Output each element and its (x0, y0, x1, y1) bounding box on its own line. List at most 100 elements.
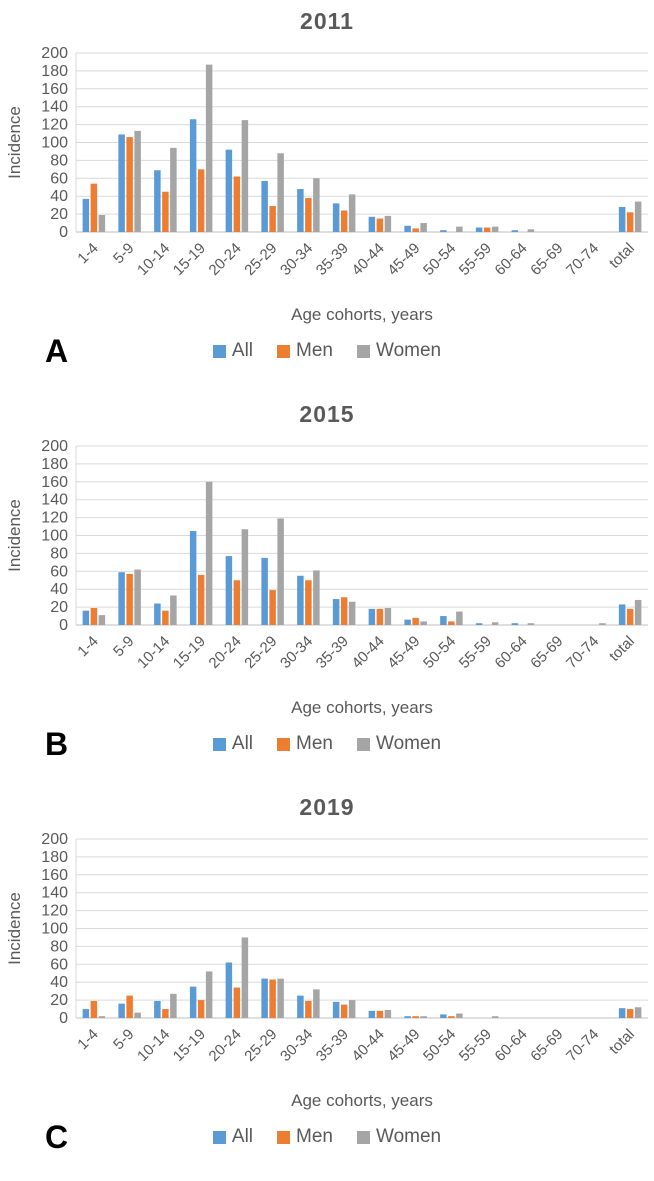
bar-all-total (618, 206, 626, 232)
legend-label-all: All (231, 1126, 254, 1147)
bar-all-total (618, 1008, 626, 1018)
bar-all-10-14 (154, 1001, 161, 1018)
bar-all-1-4 (82, 1009, 90, 1018)
x-tick-label: 10-14 (134, 633, 173, 672)
bar-women-55-59 (491, 622, 499, 625)
legend-2015: All Men Women (0, 726, 654, 755)
y-tick-label: 20 (50, 992, 68, 1009)
bar-all-25-29 (261, 978, 268, 1018)
bar-all-40-44 (368, 1010, 376, 1018)
bar-women-10-14 (170, 993, 177, 1018)
bar-men-5-9 (126, 995, 133, 1019)
bar-all-total (618, 604, 626, 625)
bar-men-20-24 (233, 580, 241, 625)
bar-men-15-19 (197, 574, 205, 625)
bar-women-1-4 (98, 215, 106, 232)
bar-women-total (634, 599, 642, 625)
bar-men-1-4 (90, 608, 98, 625)
x-tick-label: 70-74 (563, 1026, 602, 1065)
bar-women-20-24 (241, 120, 249, 233)
y-tick-label: 180 (41, 63, 68, 80)
y-tick-label: 80 (50, 152, 68, 169)
x-tick-label: total (606, 1026, 638, 1058)
bar-women-40-44 (384, 215, 392, 232)
y-tick-label: 100 (41, 921, 68, 938)
x-tick-label: total (606, 240, 638, 272)
bar-men-25-29 (269, 206, 276, 232)
x-tick-label: 45-49 (384, 240, 423, 279)
x-tick-label: 5-9 (110, 240, 137, 267)
legend-item-all: All (212, 733, 253, 755)
legend-item-women: Women (356, 733, 441, 755)
y-tick-label: 100 (41, 135, 68, 152)
bar-all-5-9 (118, 572, 125, 625)
y-tick-label: 40 (50, 974, 68, 991)
bar-women-45-49 (420, 223, 427, 232)
legend-swatch-men-icon (277, 737, 291, 751)
bar-all-40-44 (368, 608, 376, 625)
bar-men-total (626, 212, 634, 232)
y-tick-label: 0 (59, 1010, 68, 1027)
y-tick-label: 80 (50, 938, 68, 955)
bar-all-1-4 (82, 198, 90, 232)
y-tick-label: 120 (41, 510, 68, 527)
bar-women-20-24 (241, 529, 249, 625)
bar-men-30-34 (305, 197, 312, 232)
y-axis-title: Incidence (5, 106, 24, 179)
bar-women-60-64 (527, 229, 535, 232)
bar-women-30-34 (313, 989, 320, 1018)
x-tick-label: 70-74 (563, 633, 602, 672)
x-tick-label: 60-64 (492, 1026, 531, 1065)
legend-swatch-men-icon (277, 344, 291, 358)
bar-women-5-9 (134, 569, 141, 625)
x-tick-label: 45-49 (384, 1026, 423, 1065)
bar-men-30-34 (305, 1001, 312, 1018)
y-tick-label: 200 (41, 438, 68, 455)
x-axis-title: Age cohorts, years (291, 698, 433, 717)
x-tick-label: 30-34 (277, 240, 316, 279)
x-tick-label: 5-9 (110, 1026, 137, 1053)
x-tick-label: 50-54 (420, 1026, 459, 1065)
x-tick-label: 30-34 (277, 1026, 316, 1065)
legend-swatch-men-icon (277, 1130, 291, 1144)
x-tick-label: total (606, 633, 638, 665)
bar-men-40-44 (376, 1010, 384, 1018)
legend-item-women: Women (356, 1126, 441, 1148)
y-tick-label: 160 (41, 867, 68, 884)
x-tick-label: 35-39 (313, 240, 352, 279)
bar-men-25-29 (269, 979, 276, 1018)
x-tick-label: 55-59 (456, 633, 495, 672)
legend-swatch-women-icon (356, 1130, 370, 1144)
bar-women-25-29 (277, 518, 284, 625)
x-axis-title: Age cohorts, years (291, 1091, 433, 1110)
legend-swatch-women-icon (356, 344, 370, 358)
bar-women-70-74 (599, 623, 606, 625)
bar-men-35-39 (340, 210, 348, 232)
y-axis-title: Incidence (5, 892, 24, 965)
bar-women-15-19 (205, 481, 213, 625)
x-tick-label: 50-54 (420, 240, 459, 279)
legend-label-men: Men (296, 1126, 333, 1147)
bar-all-1-4 (82, 610, 90, 625)
x-tick-label: 65-69 (527, 633, 566, 672)
chart-panel-2011: 2011 0 20 40 60 80 100 120 140 160 180 200 1-4 5-9 10… (0, 0, 654, 393)
bar-men-15-19 (197, 1000, 205, 1018)
bar-women-5-9 (134, 1012, 141, 1018)
bar-men-35-39 (340, 1004, 348, 1018)
y-tick-label: 0 (59, 617, 68, 634)
legend-label-all: All (231, 340, 254, 361)
legend-label-men: Men (296, 340, 333, 361)
y-tick-label: 140 (41, 492, 68, 509)
bar-all-60-64 (511, 623, 519, 625)
bar-women-40-44 (384, 1009, 392, 1018)
chart-title-2019: 2019 (299, 794, 355, 820)
x-tick-label: 40-44 (349, 1026, 388, 1065)
bar-all-45-49 (404, 619, 411, 625)
bar-men-35-39 (340, 597, 348, 625)
bar-all-25-29 (261, 180, 268, 232)
bar-women-60-64 (527, 623, 535, 625)
bar-women-1-4 (98, 615, 106, 625)
